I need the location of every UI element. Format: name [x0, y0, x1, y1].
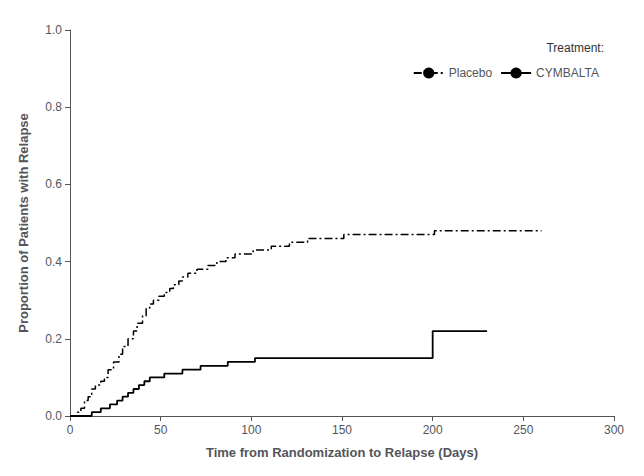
- svg-text:100: 100: [241, 423, 261, 437]
- svg-text:0.0: 0.0: [45, 409, 62, 423]
- svg-text:300: 300: [604, 423, 624, 437]
- svg-text:0.6: 0.6: [45, 177, 62, 191]
- svg-text:Placebo: Placebo: [449, 66, 493, 80]
- svg-text:Time from Randomization to Rel: Time from Randomization to Relapse (Days…: [206, 445, 478, 460]
- svg-text:CYMBALTA: CYMBALTA: [536, 66, 599, 80]
- svg-text:0.4: 0.4: [45, 255, 62, 269]
- svg-text:150: 150: [332, 423, 352, 437]
- svg-text:50: 50: [154, 423, 168, 437]
- svg-text:200: 200: [423, 423, 443, 437]
- svg-text:Treatment:: Treatment:: [546, 41, 604, 55]
- svg-text:0.2: 0.2: [45, 332, 62, 346]
- svg-text:0: 0: [67, 423, 74, 437]
- svg-text:250: 250: [513, 423, 533, 437]
- svg-text:1.0: 1.0: [45, 23, 62, 37]
- svg-text:Proportion of Patients with Re: Proportion of Patients with Relapse: [16, 113, 31, 333]
- svg-text:0.8: 0.8: [45, 100, 62, 114]
